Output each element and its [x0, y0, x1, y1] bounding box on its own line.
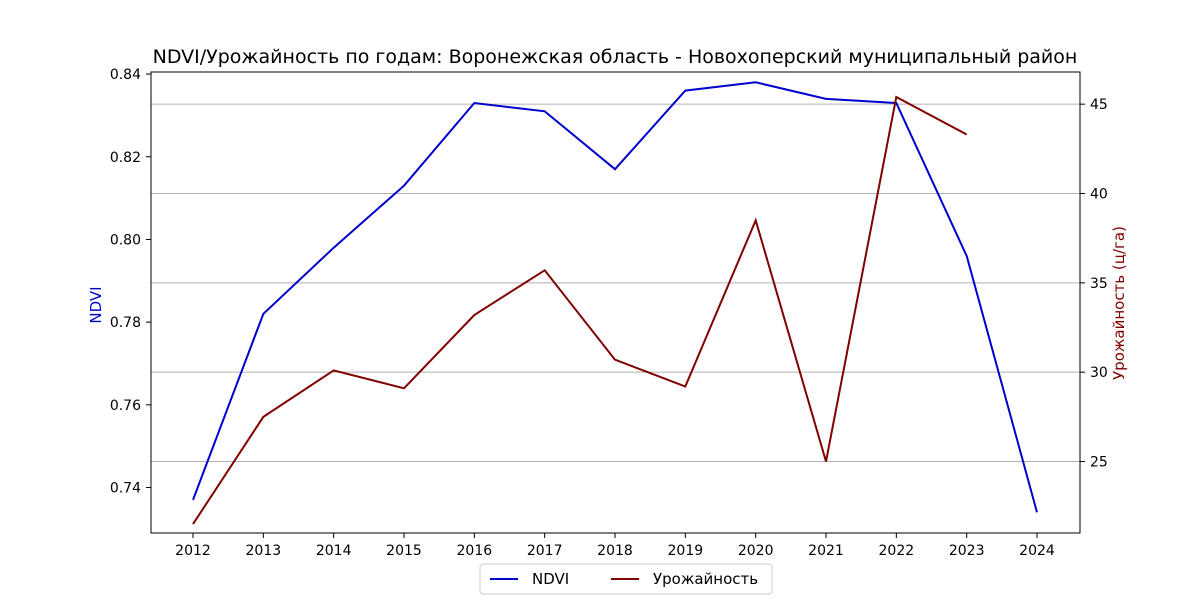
- x-tick-label: 2018: [597, 543, 633, 559]
- y-right-tick-label: 30: [1090, 365, 1108, 381]
- y-right-tick-label: 25: [1090, 455, 1108, 471]
- y-left-tick-label: 0.78: [110, 315, 141, 331]
- x-tick-label: 2015: [386, 543, 422, 559]
- y-left-tick-label: 0.76: [110, 398, 141, 414]
- series-yield-line: [192, 95, 968, 525]
- x-tick-label: 2012: [175, 543, 211, 559]
- y-left-tick-label: 0.84: [110, 67, 141, 83]
- y-axis-right: 25 30 35 40 45: [1080, 97, 1108, 471]
- x-tick-label: 2017: [527, 543, 563, 559]
- x-tick-label: 2024: [1019, 543, 1055, 559]
- x-tick-label: 2022: [879, 543, 915, 559]
- y-right-tick-label: 40: [1090, 187, 1108, 203]
- x-axis: 2012 2013 2014 2015 2016 2017 2018 2019 2020 2021…: [175, 533, 1055, 559]
- legend: NDVI Урожайность: [479, 563, 773, 595]
- plot-frame: [150, 71, 1081, 534]
- y-axis-left-label: NDVI: [87, 286, 105, 323]
- x-tick-label: 2023: [949, 543, 985, 559]
- x-tick-label: 2014: [316, 543, 352, 559]
- y-right-tick-label: 45: [1090, 97, 1108, 113]
- grid-lines: [151, 103, 1080, 463]
- x-tick-label: 2021: [808, 543, 844, 559]
- y-left-tick-label: 0.74: [110, 481, 141, 497]
- series-layer: [192, 81, 1038, 525]
- chart-title: NDVI/Урожайность по годам: Воронежская о…: [153, 46, 1078, 68]
- y-right-tick-label: 35: [1090, 276, 1108, 292]
- y-left-tick-label: 0.80: [110, 232, 141, 248]
- x-tick-label: 2016: [457, 543, 493, 559]
- series-ndvi-line: [192, 81, 1038, 513]
- legend-label-yield: Урожайность: [653, 570, 758, 588]
- y-left-tick-label: 0.82: [110, 150, 141, 166]
- x-tick-label: 2019: [668, 543, 704, 559]
- legend-label-ndvi: NDVI: [532, 570, 569, 588]
- x-tick-label: 2020: [738, 543, 774, 559]
- y-axis-left: 0.74 0.76 0.78 0.80 0.82 0.84: [110, 67, 151, 497]
- y-axis-right-label: Урожайность (ц/га): [1110, 226, 1128, 380]
- x-tick-label: 2013: [246, 543, 282, 559]
